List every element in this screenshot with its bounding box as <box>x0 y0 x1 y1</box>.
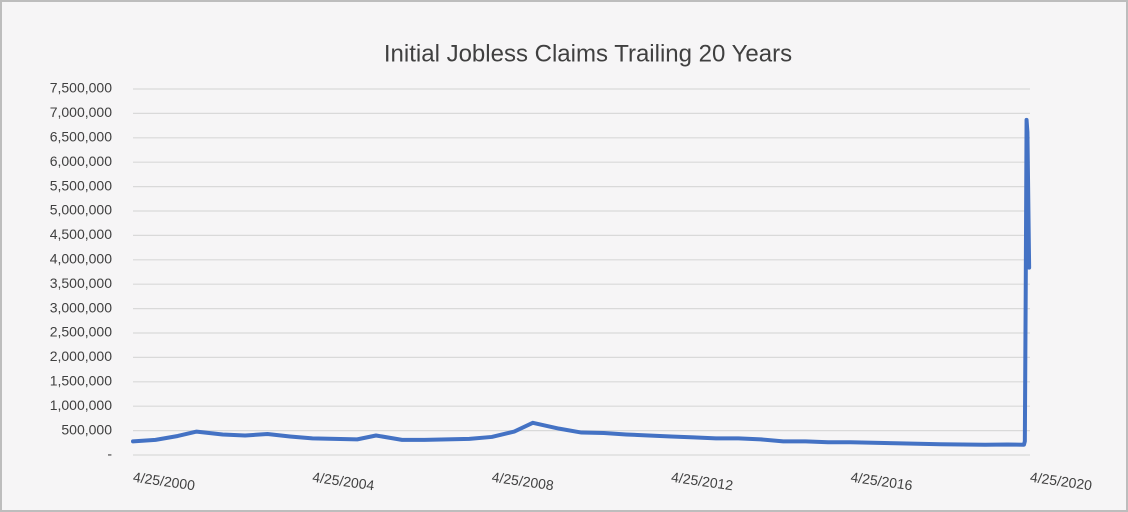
y-tick-label: 3,000,000 <box>50 299 112 315</box>
y-tick-label: 2,000,000 <box>50 348 112 364</box>
y-tick-label: 3,500,000 <box>50 275 112 291</box>
y-tick-label: 4,500,000 <box>50 226 112 242</box>
y-tick-label: 500,000 <box>61 421 112 437</box>
data-line <box>131 117 1032 447</box>
y-tick-label: 5,500,000 <box>50 177 112 193</box>
y-tick-label: 6,000,000 <box>50 153 112 169</box>
y-tick-label: 7,000,000 <box>50 104 112 120</box>
y-tick-label: 1,500,000 <box>50 373 112 389</box>
y-tick-label: 5,000,000 <box>50 202 112 218</box>
y-tick-label: - <box>107 446 112 462</box>
y-tick-label: 6,500,000 <box>50 129 112 145</box>
y-tick-label: 2,500,000 <box>50 324 112 340</box>
chart-title: Initial Jobless Claims Trailing 20 Years <box>384 40 792 67</box>
y-tick-label: 7,500,000 <box>50 80 112 96</box>
y-tick-label: 1,000,000 <box>50 397 112 413</box>
y-tick-label: 4,000,000 <box>50 251 112 267</box>
